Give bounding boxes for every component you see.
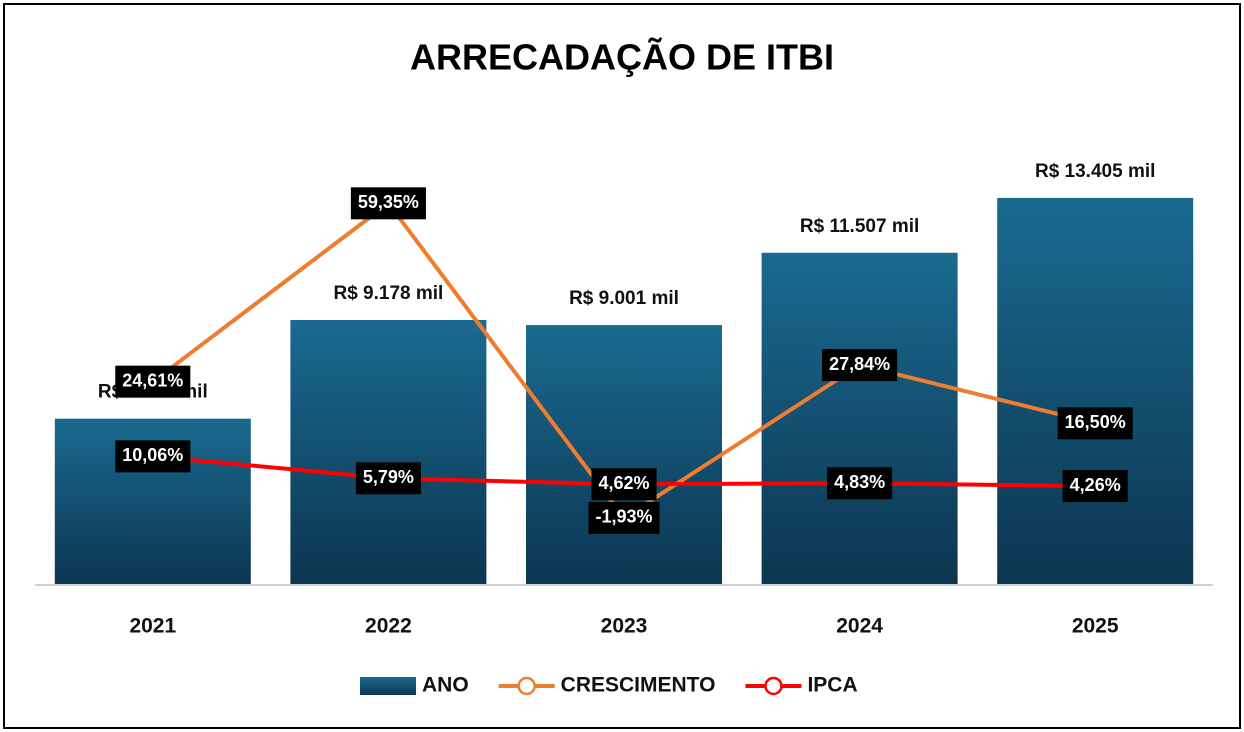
bar: [997, 197, 1194, 586]
bar-value-label: R$ 11.507 mil: [800, 216, 919, 237]
x-tick-label: 2021: [129, 615, 176, 638]
bar: [290, 319, 487, 585]
line-value-text: 4,62%: [598, 473, 649, 493]
label-box: [1062, 470, 1128, 503]
line-value-text: 4,83%: [834, 472, 885, 492]
x-tick-label: 2024: [836, 615, 883, 638]
line-value-text: 59,35%: [358, 192, 419, 212]
label-box: [1057, 407, 1133, 440]
line-value-text: 5,79%: [363, 467, 414, 487]
bar: [761, 252, 958, 585]
legend-label: ANO: [422, 674, 469, 697]
line-value-label: 5,79%: [355, 462, 421, 495]
chart-title: ARRECADAÇÃO DE ITBI: [410, 36, 834, 78]
label-box: [355, 462, 421, 495]
line-value-label: -1,93%: [588, 501, 660, 534]
line-value-text: -1,93%: [595, 507, 652, 527]
line-value-text: 16,50%: [1065, 412, 1126, 432]
x-tick-label: 2023: [601, 615, 648, 638]
label-box: [591, 468, 657, 501]
line-value-text: 24,61%: [122, 370, 183, 390]
label-box: [115, 365, 191, 398]
label-box: [588, 501, 660, 534]
legend-marker: [517, 676, 536, 696]
label-box: [827, 467, 893, 500]
line-value-label: 4,26%: [1062, 470, 1128, 503]
legend-label: CRESCIMENTO: [561, 674, 716, 697]
x-tick-label: 2022: [365, 615, 412, 638]
line-value-label: 27,84%: [822, 349, 898, 382]
label-box: [822, 349, 898, 382]
line-value-text: 10,06%: [122, 445, 183, 465]
line-value-label: 4,62%: [591, 468, 657, 501]
line-value-text: 4,26%: [1070, 475, 1121, 495]
label-box: [350, 187, 426, 220]
x-tick-label: 2025: [1072, 615, 1119, 638]
legend-marker: [764, 676, 783, 696]
legend-swatch: [360, 677, 416, 695]
label-box: [115, 440, 191, 473]
bar-value-label: R$ 9.001 mil: [569, 288, 679, 309]
line-value-text: 27,84%: [829, 354, 890, 374]
bar-value-label: R$ 13.405 mil: [1035, 161, 1155, 182]
line-value-label: 24,61%: [115, 365, 191, 398]
bar: [526, 325, 722, 585]
legend-label: IPCA: [807, 674, 857, 697]
line-value-label: 4,83%: [827, 467, 893, 500]
line-value-label: 10,06%: [115, 440, 191, 473]
line-value-label: 59,35%: [350, 187, 426, 220]
bar-value-label: R$ 9.178 mil: [333, 283, 443, 304]
line-value-label: 16,50%: [1057, 407, 1133, 440]
